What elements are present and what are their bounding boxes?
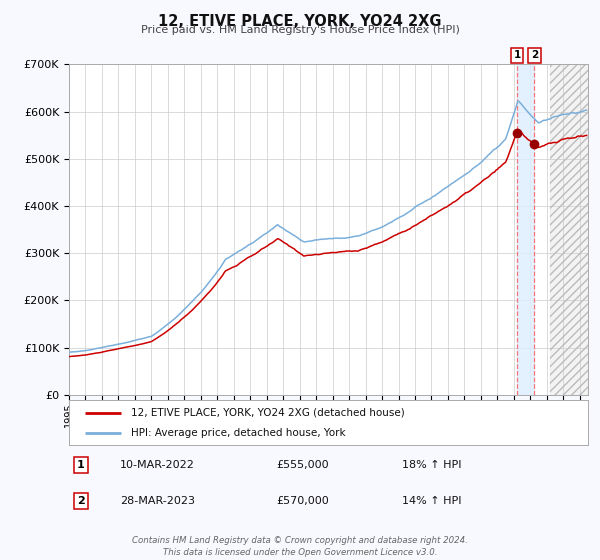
Text: 10-MAR-2022: 10-MAR-2022 bbox=[120, 460, 195, 470]
Text: 18% ↑ HPI: 18% ↑ HPI bbox=[402, 460, 461, 470]
Text: £555,000: £555,000 bbox=[276, 460, 329, 470]
Text: 1: 1 bbox=[77, 460, 85, 470]
Text: 28-MAR-2023: 28-MAR-2023 bbox=[120, 496, 195, 506]
Bar bbox=[550, 64, 588, 395]
Bar bbox=[517, 64, 534, 395]
Text: £570,000: £570,000 bbox=[276, 496, 329, 506]
Text: 1: 1 bbox=[514, 50, 521, 60]
Text: Contains HM Land Registry data © Crown copyright and database right 2024.: Contains HM Land Registry data © Crown c… bbox=[132, 536, 468, 545]
Text: 2: 2 bbox=[530, 50, 538, 60]
Text: 2: 2 bbox=[77, 496, 85, 506]
Text: 12, ETIVE PLACE, YORK, YO24 2XG: 12, ETIVE PLACE, YORK, YO24 2XG bbox=[158, 14, 442, 29]
Text: 12, ETIVE PLACE, YORK, YO24 2XG (detached house): 12, ETIVE PLACE, YORK, YO24 2XG (detache… bbox=[131, 408, 405, 418]
Text: 14% ↑ HPI: 14% ↑ HPI bbox=[402, 496, 461, 506]
Text: Price paid vs. HM Land Registry's House Price Index (HPI): Price paid vs. HM Land Registry's House … bbox=[140, 25, 460, 35]
Bar bbox=[550, 64, 588, 395]
Text: HPI: Average price, detached house, York: HPI: Average price, detached house, York bbox=[131, 428, 346, 438]
Text: This data is licensed under the Open Government Licence v3.0.: This data is licensed under the Open Gov… bbox=[163, 548, 437, 557]
